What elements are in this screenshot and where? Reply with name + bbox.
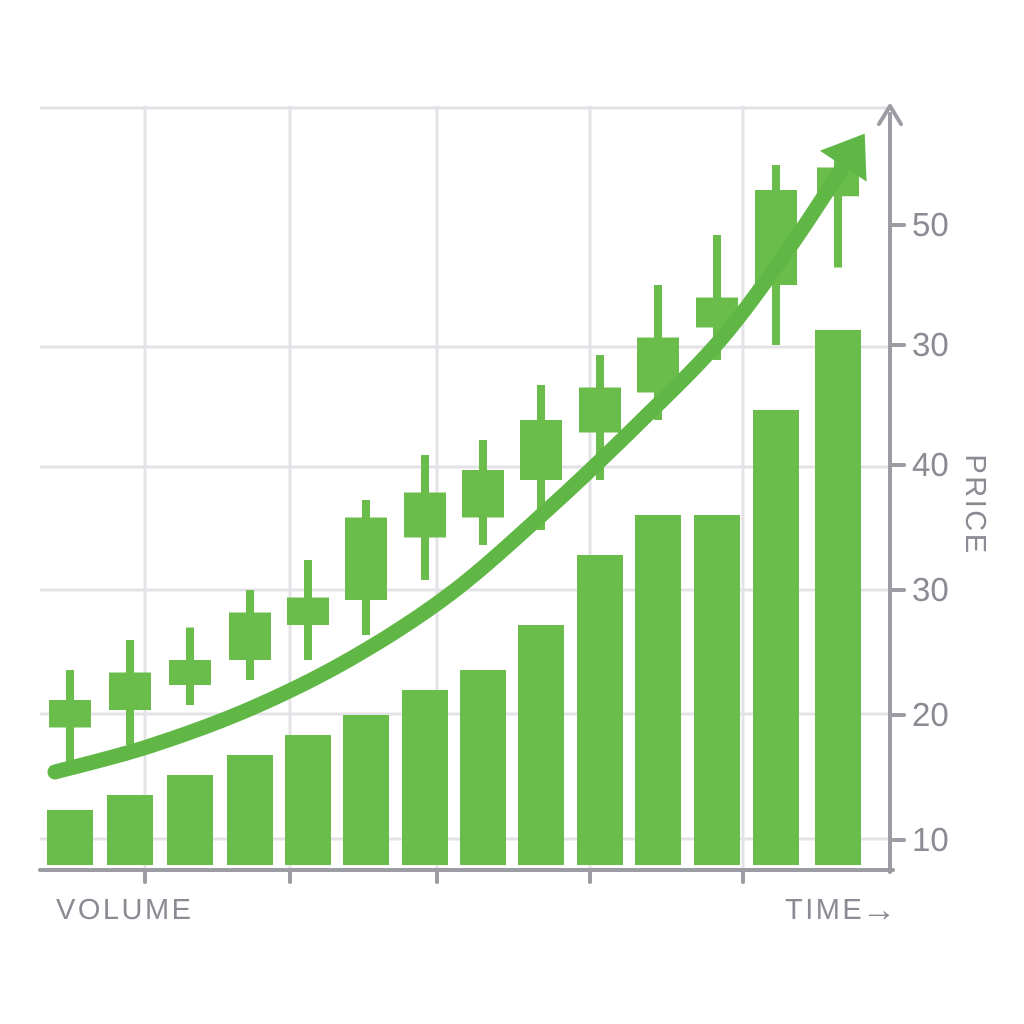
volume-bar <box>47 810 93 865</box>
time-axis-label: TIME <box>785 894 864 926</box>
price-axis-label: PRICE <box>959 454 991 555</box>
volume-bar <box>107 795 153 865</box>
volume-bar <box>753 410 799 865</box>
price-tick-label: 30 <box>912 571 949 608</box>
price-tick-label: 40 <box>912 446 949 483</box>
volume-bar <box>402 690 448 865</box>
trend-arrowhead-icon <box>819 133 867 182</box>
candle-body <box>169 660 211 685</box>
axis-ticks <box>143 223 906 884</box>
candle-body <box>229 612 271 660</box>
volume-bar <box>460 670 506 865</box>
trend-line <box>47 154 854 780</box>
price-tick-label: 20 <box>912 696 949 733</box>
price-tick-label: 10 <box>912 821 949 858</box>
volume-bar <box>343 715 389 865</box>
price-tick-label: 30 <box>912 326 949 363</box>
y-axis-arrowhead-icon <box>877 104 903 126</box>
price-tick-labels: 50 30 40 30 20 10 <box>912 206 949 858</box>
volume-bar <box>577 555 623 865</box>
volume-bar <box>518 625 564 865</box>
candle-body <box>520 420 562 480</box>
volume-bar-series <box>47 330 861 865</box>
candle-body <box>287 597 329 625</box>
trend-arrow <box>47 133 867 780</box>
candle-body <box>345 517 387 600</box>
candle-wick <box>834 150 842 268</box>
candle-body <box>462 470 504 518</box>
volume-bar <box>167 775 213 865</box>
volume-bar <box>285 735 331 865</box>
volume-bar <box>227 755 273 865</box>
volume-bar <box>815 330 861 865</box>
volume-bar <box>635 515 681 865</box>
volume-axis-label: VOLUME <box>56 894 193 926</box>
candle-body <box>579 387 621 433</box>
price-tick-label: 50 <box>912 206 949 243</box>
axes <box>38 104 903 874</box>
volume-bar <box>694 515 740 865</box>
candle-body <box>404 492 446 538</box>
time-arrow-icon: → <box>862 891 896 929</box>
candle-body <box>49 700 91 728</box>
candle-body <box>109 672 151 710</box>
candlestick-series <box>49 150 859 763</box>
